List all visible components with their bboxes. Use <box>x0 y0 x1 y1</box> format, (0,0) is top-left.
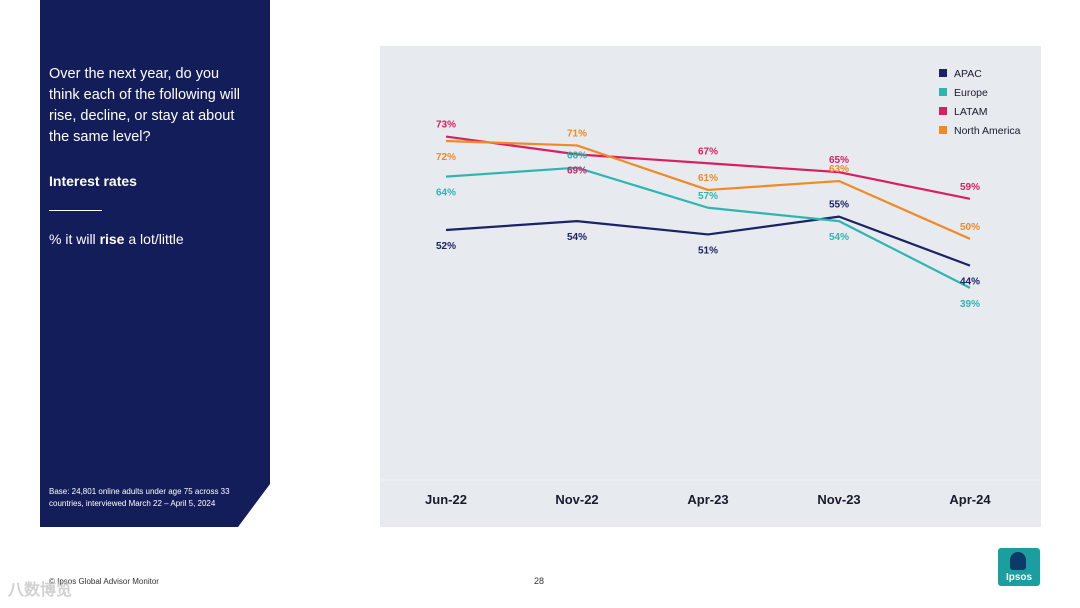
data-label-latam: 65% <box>829 155 849 166</box>
data-label-apac: 55% <box>829 200 849 211</box>
x-tick-label: Jun-22 <box>425 492 467 507</box>
data-label-apac: 51% <box>698 245 718 256</box>
footer-source: © Ipsos Global Advisor Monitor <box>49 577 159 586</box>
legend-label-north-america: North America <box>954 125 1021 137</box>
legend-label-europe: Europe <box>954 87 988 99</box>
x-tick-label: Apr-23 <box>687 492 728 507</box>
legend-swatch-apac <box>939 69 947 77</box>
data-label-latam: 73% <box>436 120 456 131</box>
series-line-latam <box>445 135 971 200</box>
data-label-europe: 64% <box>436 188 456 199</box>
data-label-europe: 39% <box>960 299 980 310</box>
legend-swatch-north-america <box>939 126 947 134</box>
data-label-latam: 59% <box>960 182 980 193</box>
data-label-apac: 52% <box>436 241 456 252</box>
x-tick-label: Nov-23 <box>817 492 860 507</box>
data-label-apac: 54% <box>567 232 587 243</box>
chart-background <box>380 46 1041 527</box>
topic-subtitle: Interest rates <box>49 173 137 189</box>
measure-label: % it will rise a lot/little <box>49 231 184 247</box>
data-label-north-america: 72% <box>436 152 456 163</box>
logo-text: Ipsos <box>1005 572 1033 583</box>
question-text: Over the next year, do you think each of… <box>49 66 241 145</box>
legend-label-latam: LATAM <box>954 106 987 118</box>
data-label-north-america: 63% <box>829 164 849 175</box>
x-tick-label: Nov-22 <box>555 492 598 507</box>
data-label-latam: 67% <box>698 146 718 157</box>
logo-mark-icon <box>1010 552 1026 570</box>
base-note: Base: 24,801 online adults under age 75 … <box>49 487 230 508</box>
ipsos-logo: Ipsos <box>998 548 1040 586</box>
divider <box>49 210 102 211</box>
data-label-europe: 66% <box>567 151 587 162</box>
side-panel <box>40 0 270 527</box>
data-label-north-america: 61% <box>698 173 718 184</box>
data-label-north-america: 50% <box>960 222 980 233</box>
x-tick-label: Apr-24 <box>949 492 991 507</box>
watermark: 八数博览 <box>8 582 73 599</box>
series-line-north-america <box>445 139 971 240</box>
data-label-europe: 54% <box>829 232 849 243</box>
series-line-europe <box>445 166 971 289</box>
series-line-apac <box>445 215 971 267</box>
legend-swatch-latam <box>939 107 947 115</box>
legend-swatch-europe <box>939 88 947 96</box>
page-number: 28 <box>534 576 545 586</box>
legend-label-apac: APAC <box>954 68 982 80</box>
data-label-apac: 44% <box>960 277 980 288</box>
data-label-europe: 57% <box>698 191 718 202</box>
data-label-north-america: 71% <box>567 128 587 139</box>
data-label-latam: 69% <box>567 165 587 176</box>
